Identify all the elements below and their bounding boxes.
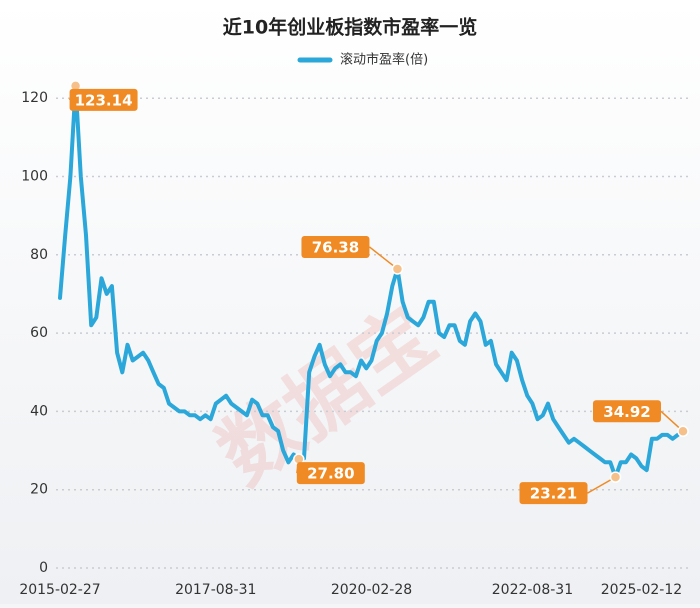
point-marker xyxy=(391,263,404,275)
point-marker xyxy=(609,471,622,483)
y-tick-label: 120 xyxy=(21,90,48,106)
y-tick-label: 0 xyxy=(39,560,48,576)
data-label: 76.38 xyxy=(312,238,359,256)
label-box xyxy=(301,235,370,258)
label-leader xyxy=(368,246,398,270)
label-box xyxy=(593,400,661,423)
data-label: 23.21 xyxy=(530,485,577,503)
data-label: 34.92 xyxy=(603,403,650,421)
legend-label: 滚动市盈率(倍) xyxy=(340,52,428,68)
data-label: 27.80 xyxy=(307,465,354,483)
label-box xyxy=(519,482,588,505)
label-box xyxy=(296,462,365,485)
point-marker xyxy=(677,425,689,438)
y-tick-label: 60 xyxy=(30,325,48,341)
chart-title: 近10年创业板指数市盈率一览 xyxy=(223,16,477,39)
y-tick-label: 80 xyxy=(30,247,48,263)
x-tick-label: 2022-08-31 xyxy=(492,582,573,598)
data-line xyxy=(58,83,685,480)
x-tick-label: 2020-02-28 xyxy=(331,582,412,598)
x-tick-label: 2015-02-27 xyxy=(19,582,100,598)
data-label: 123.14 xyxy=(75,91,133,109)
y-tick-label: 40 xyxy=(30,403,48,419)
label-box xyxy=(69,88,138,111)
y-tick-label: 20 xyxy=(30,482,48,498)
x-tick-label: 2017-08-31 xyxy=(175,582,256,598)
x-tick-label: 2025-02-12 xyxy=(601,582,682,598)
y-tick-label: 100 xyxy=(21,169,48,185)
